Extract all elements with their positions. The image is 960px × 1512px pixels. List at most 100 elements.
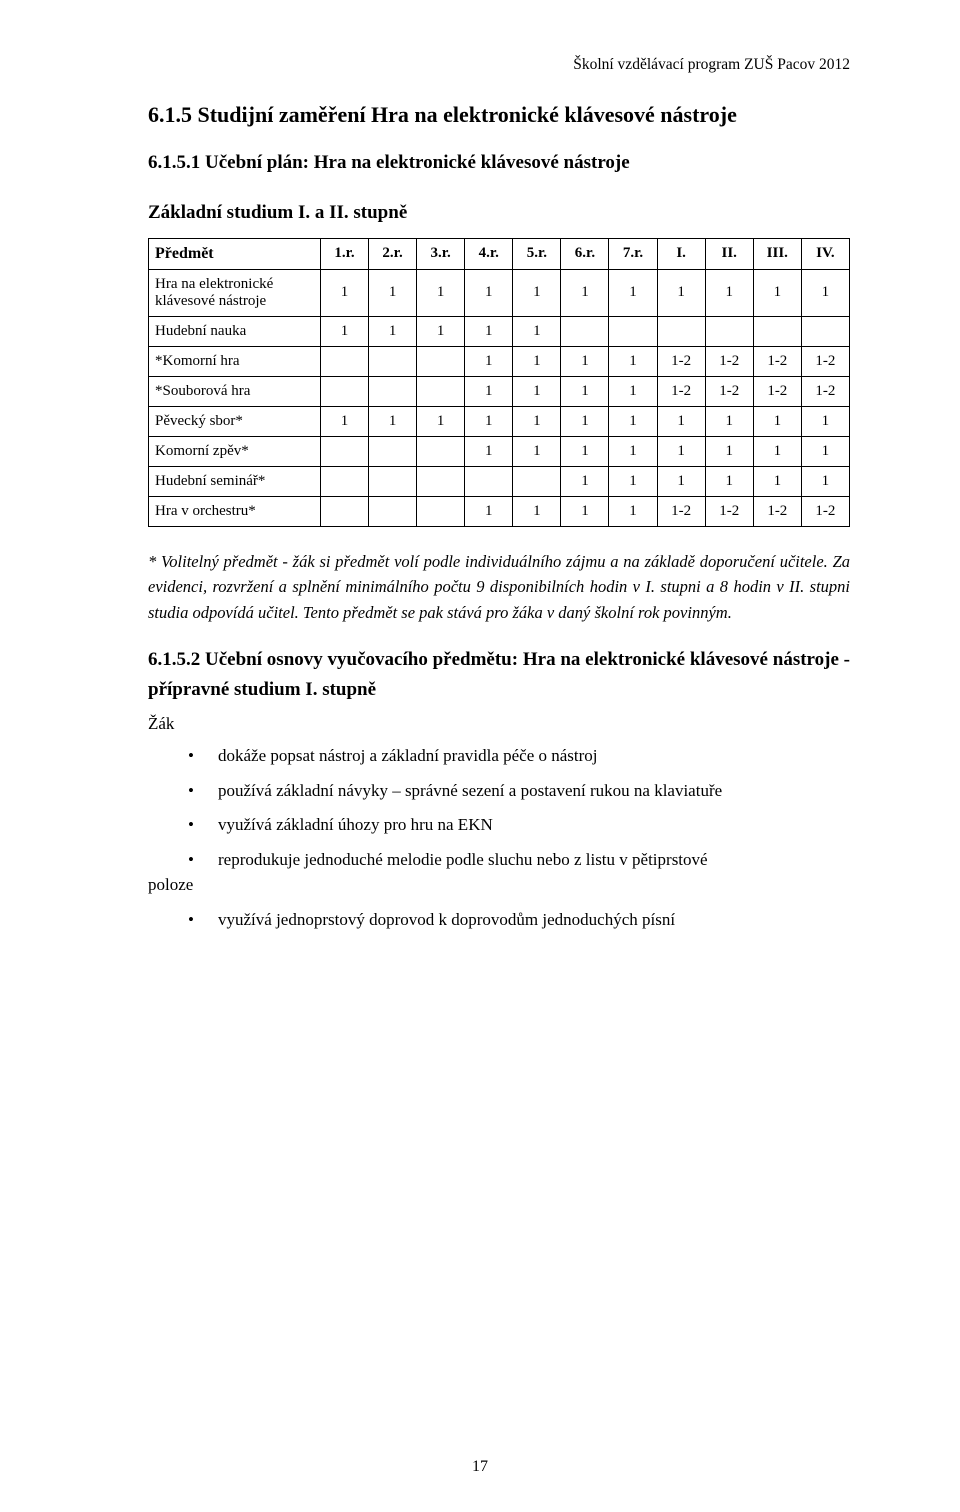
table-row: *Souborová hra 1 1 1 1 1-2 1-2 1-2 1-2 (149, 376, 850, 406)
cell: 1 (657, 269, 705, 316)
cell: 1 (561, 376, 609, 406)
cell (320, 466, 368, 496)
cell: 1 (801, 466, 849, 496)
basic-studium-line: Základní studium I. a II. stupně (148, 202, 850, 224)
page-number: 17 (0, 1458, 960, 1476)
cell (513, 466, 561, 496)
cell: 1 (465, 346, 513, 376)
bullet-icon: • (188, 907, 194, 933)
cell: 1 (609, 496, 657, 526)
footnote-paragraph: * Volitelný předmět - žák si předmět vol… (148, 549, 850, 626)
bullet-text: reprodukuje jednoduché melodie podle slu… (218, 850, 708, 869)
col-header: I. (657, 238, 705, 269)
cell: 1-2 (657, 376, 705, 406)
cell: 1 (513, 406, 561, 436)
cell: 1-2 (657, 346, 705, 376)
cell: 1-2 (705, 346, 753, 376)
col-header: 2.r. (369, 238, 417, 269)
cell: 1 (465, 269, 513, 316)
bullet-text: využívá jednoprstový doprovod k doprovod… (218, 910, 675, 929)
zak-label: Žák (148, 714, 850, 734)
cell (320, 436, 368, 466)
cell: 1 (705, 466, 753, 496)
cell (417, 436, 465, 466)
section-title: 6.1.5 Studijní zaměření Hra na elektroni… (148, 100, 850, 130)
cell (417, 496, 465, 526)
bullet-icon: • (188, 812, 194, 838)
bullet-text: dokáže popsat nástroj a základní pravidl… (218, 746, 598, 765)
cell: 1 (513, 269, 561, 316)
table-body: Hra na elektronické klávesové nástroje 1… (149, 269, 850, 526)
list-item: • používá základní návyky – správné sezen… (148, 778, 850, 804)
table-row: *Komorní hra 1 1 1 1 1-2 1-2 1-2 1-2 (149, 346, 850, 376)
cell (417, 376, 465, 406)
cell (657, 316, 705, 346)
row-label: Hudební nauka (149, 316, 321, 346)
cell (320, 346, 368, 376)
cell: 1 (657, 436, 705, 466)
subsection-title: 6.1.5.1 Učební plán: Hra na elektronické… (148, 152, 850, 174)
cell (369, 346, 417, 376)
cell: 1-2 (705, 496, 753, 526)
cell: 1 (753, 466, 801, 496)
row-label: Pěvecký sbor* (149, 406, 321, 436)
table-row: Pěvecký sbor* 1 1 1 1 1 1 1 1 1 1 1 (149, 406, 850, 436)
cell (369, 436, 417, 466)
table-header-row: Předmět 1.r. 2.r. 3.r. 4.r. 5.r. 6.r. 7.… (149, 238, 850, 269)
cell: 1-2 (801, 376, 849, 406)
study-plan-table: Předmět 1.r. 2.r. 3.r. 4.r. 5.r. 6.r. 7.… (148, 238, 850, 527)
cell: 1 (609, 376, 657, 406)
bullet-text-wrap: poloze (148, 872, 850, 898)
row-label: Komorní zpěv* (149, 436, 321, 466)
col-header: 4.r. (465, 238, 513, 269)
col-header: 1.r. (320, 238, 368, 269)
list-item: •reprodukuje jednoduché melodie podle sl… (148, 847, 850, 898)
cell (369, 466, 417, 496)
cell: 1 (753, 406, 801, 436)
table-row: Hudební seminář* 1 1 1 1 1 1 (149, 466, 850, 496)
list-item: • využívá jednoprstový doprovod k doprovo… (148, 907, 850, 933)
bullet-text: používá základní návyky – správné sezení… (218, 781, 722, 800)
cell: 1 (705, 406, 753, 436)
row-label: Hra v orchestru* (149, 496, 321, 526)
cell: 1-2 (753, 376, 801, 406)
row-label: *Komorní hra (149, 346, 321, 376)
cell: 1 (513, 496, 561, 526)
cell: 1 (657, 466, 705, 496)
cell (561, 316, 609, 346)
cell: 1-2 (753, 346, 801, 376)
cell: 1 (513, 376, 561, 406)
table-row: Komorní zpěv* 1 1 1 1 1 1 1 1 (149, 436, 850, 466)
cell: 1 (513, 346, 561, 376)
cell: 1 (609, 436, 657, 466)
cell: 1 (753, 269, 801, 316)
cell: 1 (609, 406, 657, 436)
cell: 1 (561, 269, 609, 316)
cell (320, 496, 368, 526)
table-row: Hra na elektronické klávesové nástroje 1… (149, 269, 850, 316)
cell (320, 376, 368, 406)
subsection2-title: 6.1.5.2 Učební osnovy vyučovacího předmě… (148, 645, 850, 704)
cell: 1 (609, 269, 657, 316)
col-header: IV. (801, 238, 849, 269)
cell (417, 466, 465, 496)
row-label: *Souborová hra (149, 376, 321, 406)
col-header: II. (705, 238, 753, 269)
cell: 1-2 (753, 496, 801, 526)
cell: 1 (753, 436, 801, 466)
cell: 1-2 (705, 376, 753, 406)
bullet-icon: • (188, 778, 194, 804)
cell: 1 (801, 269, 849, 316)
cell: 1 (705, 436, 753, 466)
bullet-icon: • (188, 743, 194, 769)
page: Školní vzdělávací program ZUŠ Pacov 2012… (0, 0, 960, 1512)
cell: 1 (801, 406, 849, 436)
bullet-text: využívá základní úhozy pro hru na EKN (218, 815, 493, 834)
cell: 1 (465, 406, 513, 436)
cell: 1 (369, 406, 417, 436)
cell: 1 (465, 316, 513, 346)
cell: 1 (561, 496, 609, 526)
cell (465, 466, 513, 496)
col-header: Předmět (149, 238, 321, 269)
running-header: Školní vzdělávací program ZUŠ Pacov 2012 (148, 56, 850, 74)
